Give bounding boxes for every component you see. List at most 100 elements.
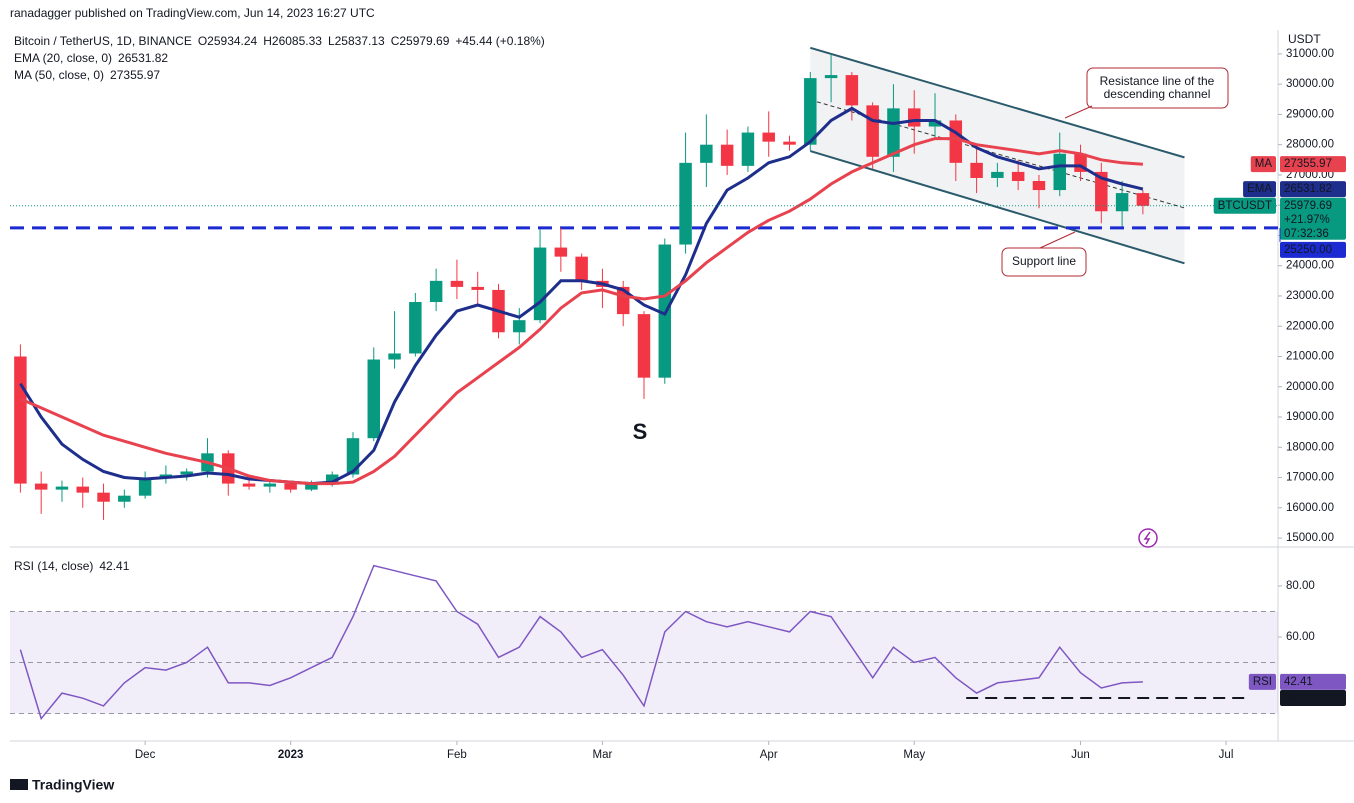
candle-body xyxy=(76,486,89,493)
candle-body xyxy=(928,120,942,127)
callout-box xyxy=(1001,247,1087,277)
rsi-badge-name: RSI xyxy=(1253,676,1272,688)
candle-body xyxy=(118,495,131,502)
rsi-level-label: 36.10 xyxy=(1284,692,1313,704)
y-tick-label: 20000.00 xyxy=(1286,381,1334,393)
candle-body xyxy=(367,359,381,439)
y-tick-label: 31000.00 xyxy=(1286,48,1334,60)
legend-value: 26531.82 xyxy=(118,51,168,65)
ohlc-value: L25837.13 xyxy=(328,34,385,48)
x-tick-label: May xyxy=(903,749,925,761)
x-tick-label: Dec xyxy=(135,749,156,761)
series-badge-name: EMA xyxy=(1247,183,1272,195)
support-badge-value: 25250.00 xyxy=(1284,244,1332,256)
candle-body xyxy=(824,75,838,79)
candle-body xyxy=(783,141,796,145)
candle-body xyxy=(305,483,318,490)
candle-body xyxy=(97,492,110,502)
x-tick-label: 2023 xyxy=(278,749,304,761)
candle-body xyxy=(471,286,484,290)
price-badge-name: BTCUSDT xyxy=(1218,200,1272,212)
candle-body xyxy=(741,132,755,166)
series-badge-value: 26531.82 xyxy=(1284,183,1332,195)
candle-body xyxy=(138,477,152,496)
callout-text: descending channel xyxy=(1104,87,1211,101)
y-tick-label: 80.00 xyxy=(1286,580,1315,592)
candle-body xyxy=(34,483,48,490)
candle-body xyxy=(429,280,443,303)
series-badge-value-box xyxy=(1280,156,1346,173)
countdown: 07:32:36 xyxy=(1284,228,1329,240)
y-tick-label: 19000.00 xyxy=(1286,411,1334,423)
unit: USDT xyxy=(1288,32,1321,46)
series-badge-value-box xyxy=(1280,181,1346,198)
y-tick-label: 22000.00 xyxy=(1286,320,1334,332)
candle-body xyxy=(1136,193,1150,206)
x-tick-label: Jun xyxy=(1071,749,1090,761)
support-badge-value-box xyxy=(1280,241,1346,258)
rsi-badge-name-box xyxy=(1248,673,1276,690)
candle-body xyxy=(637,314,651,378)
brand-logo: TradingView xyxy=(10,777,114,793)
candle-body xyxy=(679,162,692,245)
series-badge-name: MA xyxy=(1255,158,1273,170)
x-tick-label: Apr xyxy=(760,749,778,761)
candle-body xyxy=(1032,180,1046,191)
candle-body xyxy=(554,247,568,257)
symbol-title: Bitcoin / TetherUS, 1D, BINANCE xyxy=(14,34,192,48)
candle-body xyxy=(513,320,526,333)
rsi-title: RSI (14, close) xyxy=(14,559,93,573)
candle-body xyxy=(1095,171,1108,212)
candle-body xyxy=(346,438,360,475)
candle-body xyxy=(284,483,297,490)
candle-body xyxy=(55,486,69,490)
candle-body xyxy=(409,302,422,354)
callout-arrow xyxy=(1064,105,1093,119)
x-tick-label: Mar xyxy=(593,749,613,761)
callout-arrow xyxy=(1039,231,1076,249)
y-tick-label: 24000.00 xyxy=(1286,260,1334,272)
ohlc-value: H26085.33 xyxy=(263,34,322,48)
pattern-label: S xyxy=(633,419,648,444)
x-tick-label: Jul xyxy=(1219,749,1234,761)
y-tick-label: 15000.00 xyxy=(1286,532,1334,544)
candle-body xyxy=(700,144,713,163)
rsi-badge-value-box xyxy=(1280,673,1346,690)
rsi-line xyxy=(19,564,1143,721)
candle-body xyxy=(887,108,900,157)
rsi-badge-value: 42.41 xyxy=(1284,676,1313,688)
y-tick-label: 29000.00 xyxy=(1286,108,1334,120)
channel-upper xyxy=(810,46,1185,159)
candle-body xyxy=(907,108,921,127)
legend-value: 27355.97 xyxy=(110,68,160,82)
candle-body xyxy=(991,171,1004,178)
candle-body xyxy=(575,256,588,281)
candle-body xyxy=(866,105,879,157)
candle-body xyxy=(388,353,401,360)
rsi-legend-value: 42.41 xyxy=(99,559,129,573)
alert-icon[interactable] xyxy=(1138,528,1158,548)
price-change: +21.97% xyxy=(1284,214,1330,226)
candle-body xyxy=(1011,171,1025,181)
candle-body xyxy=(845,75,859,106)
y-tick-label: 18000.00 xyxy=(1286,441,1334,453)
ma-line xyxy=(19,106,1144,486)
y-tick-label: 16000.00 xyxy=(1286,502,1334,514)
publisher: ranadagger published on TradingView.com,… xyxy=(10,6,375,20)
y-tick-label: 23000.00 xyxy=(1286,290,1334,302)
brand: TradingView xyxy=(32,777,114,793)
alert-bolt xyxy=(1143,531,1151,545)
ohlc-value: C25979.69 xyxy=(391,34,450,48)
price-badge-value: 25979.69 xyxy=(1284,200,1332,212)
candle-body xyxy=(325,474,339,484)
rsi-level-box xyxy=(1280,689,1346,706)
callout-text: Resistance line of the xyxy=(1100,74,1215,88)
candle-body xyxy=(949,120,963,163)
y-tick-label: 30000.00 xyxy=(1286,78,1334,90)
candle-body xyxy=(762,132,775,142)
ma-line xyxy=(19,137,1144,486)
y-tick-label: 21000.00 xyxy=(1286,351,1334,363)
